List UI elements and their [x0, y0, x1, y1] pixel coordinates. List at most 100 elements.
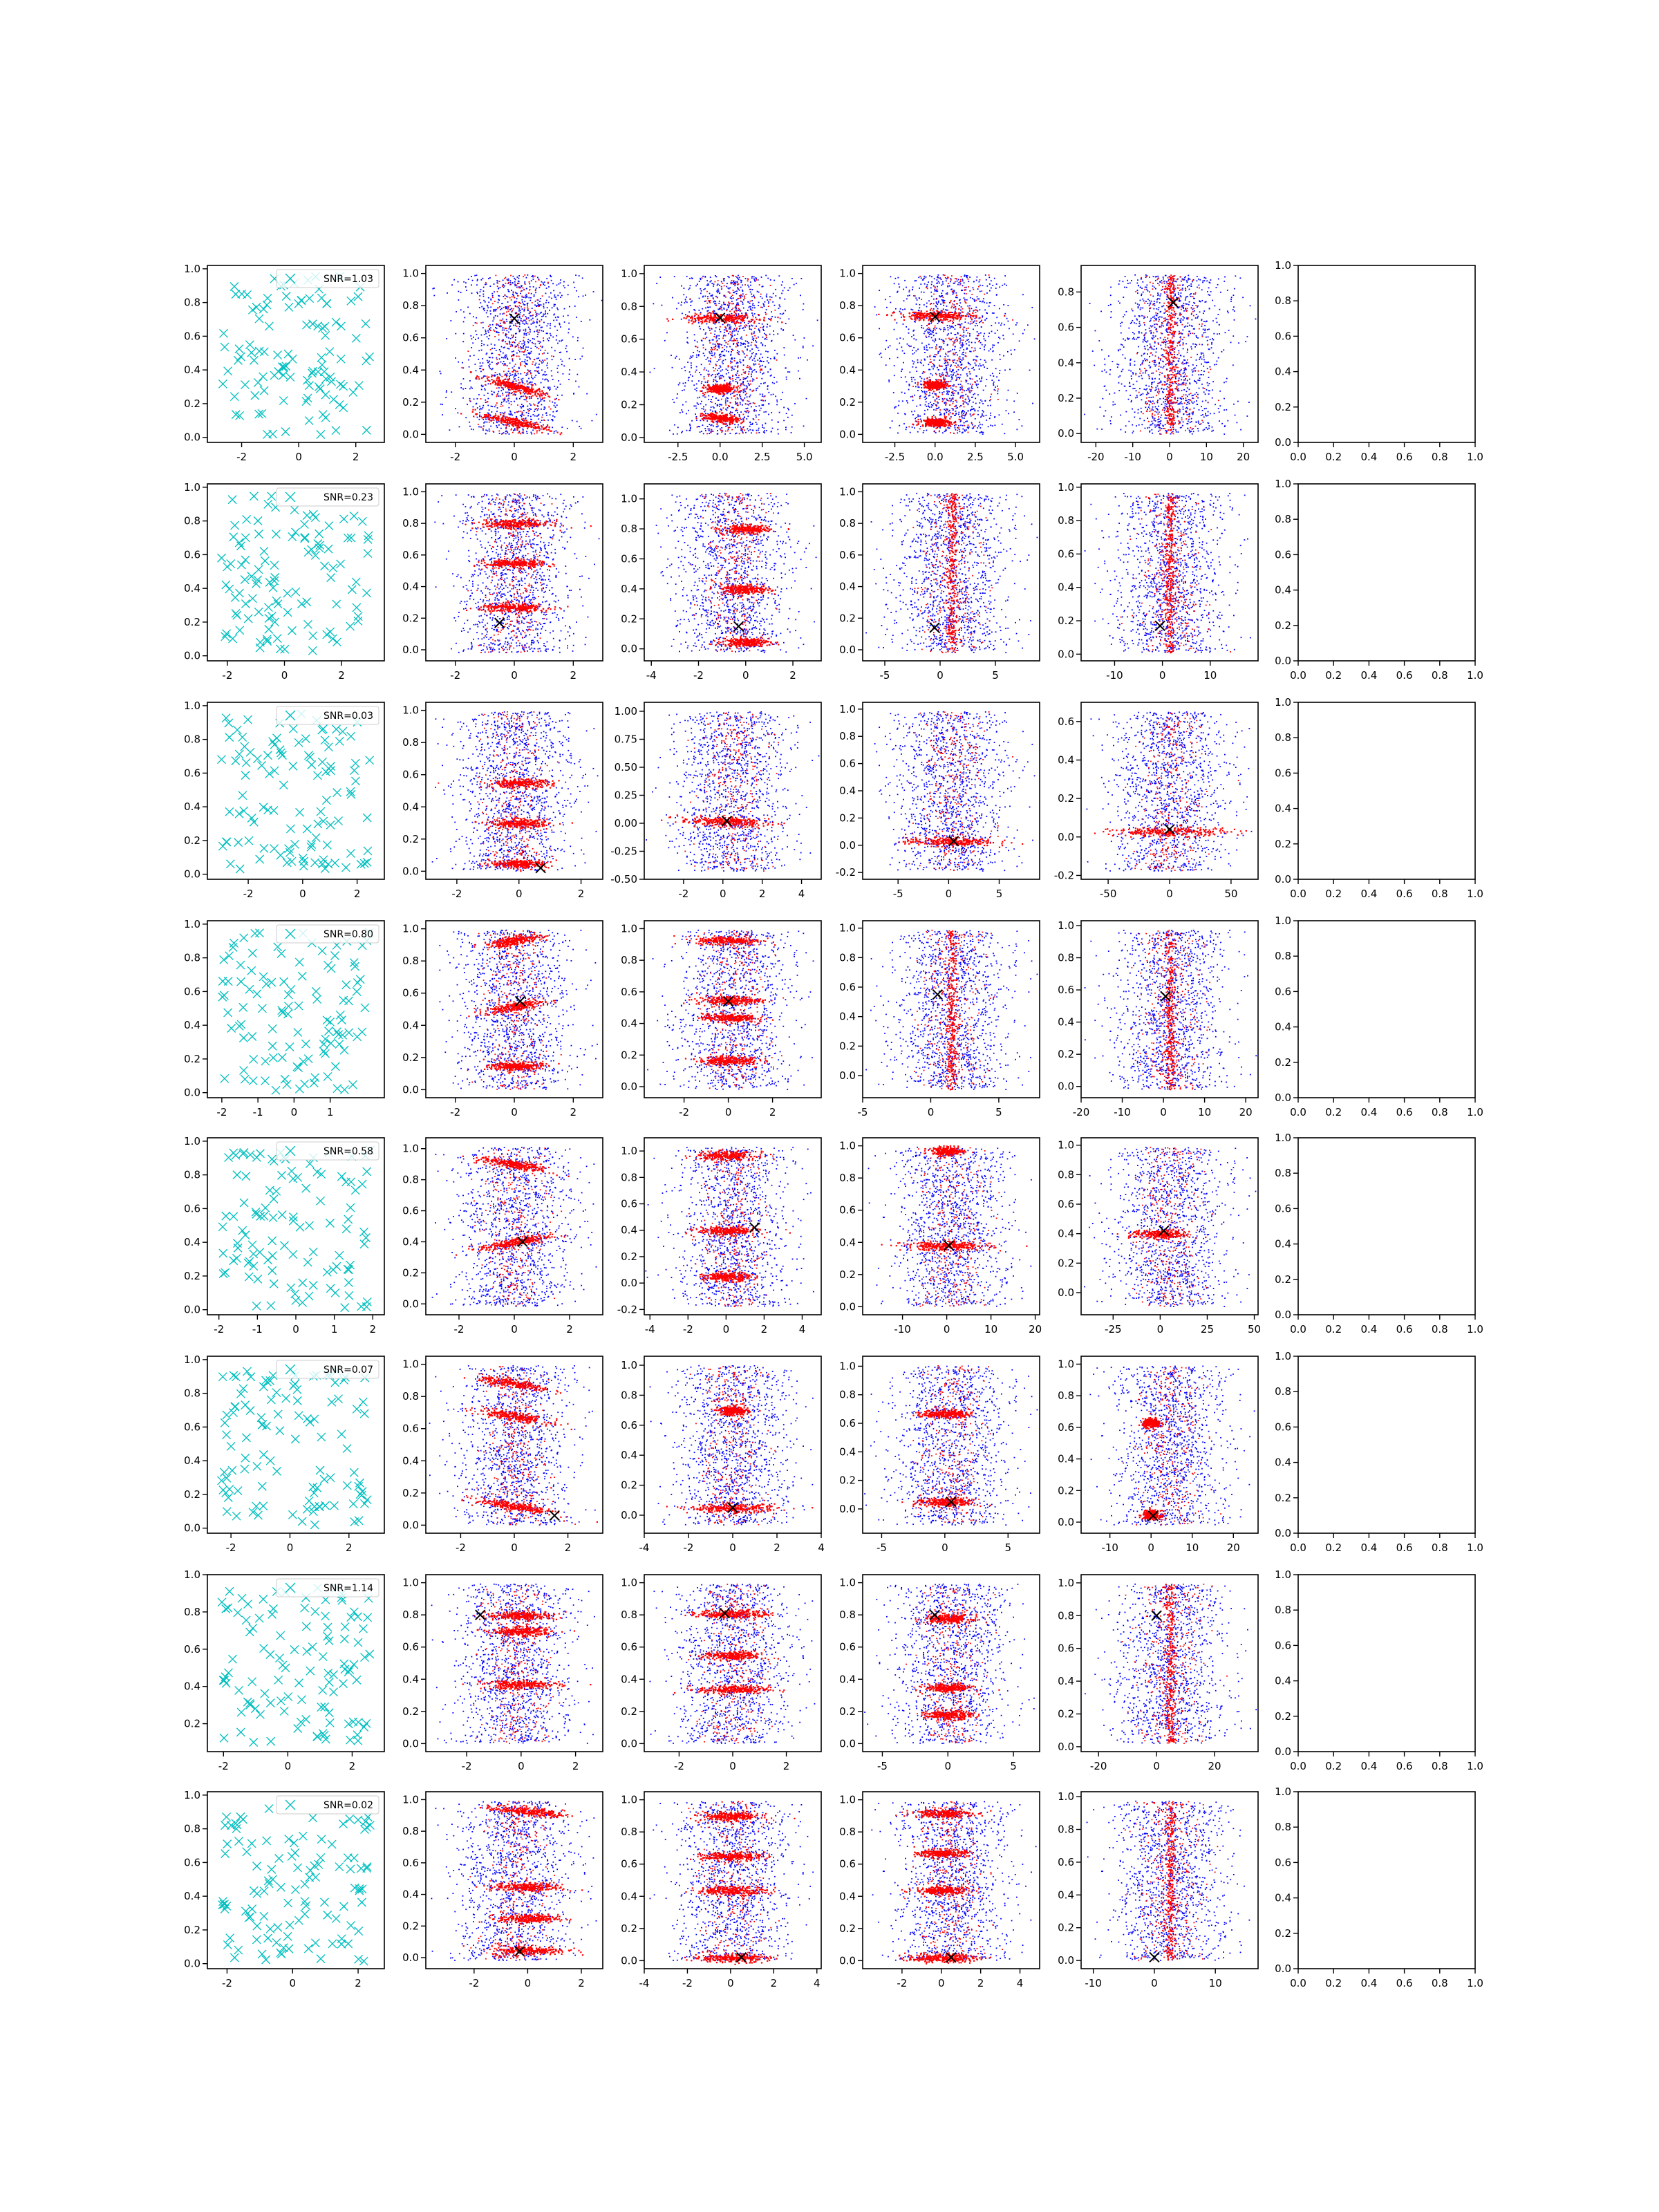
blue-point [476, 334, 478, 335]
blue-point [930, 323, 932, 324]
blue-point [685, 299, 686, 300]
blue-point [539, 301, 541, 302]
red-point [512, 358, 513, 359]
blue-point [479, 416, 480, 418]
blue-point [729, 382, 731, 383]
blue-point [458, 362, 459, 363]
blue-point [980, 400, 982, 401]
red-point [744, 284, 746, 285]
red-point [723, 392, 724, 393]
red-point [505, 422, 507, 423]
blue-point [532, 429, 534, 431]
blue-point [479, 412, 480, 413]
red-point [715, 368, 716, 370]
blue-point [507, 365, 508, 366]
red-point [535, 290, 536, 291]
blue-point [767, 371, 769, 373]
blue-point [523, 297, 525, 298]
blue-point [557, 309, 559, 310]
blue-point [539, 325, 541, 326]
blue-point [762, 298, 763, 299]
blue-point [582, 277, 583, 279]
blue-point [512, 374, 514, 375]
red-point [747, 355, 748, 356]
blue-point [550, 275, 551, 276]
blue-point [501, 402, 503, 403]
red-point [507, 395, 508, 396]
x-tick-label: 5.0 [796, 451, 813, 463]
blue-point [758, 337, 759, 338]
red-point [730, 362, 731, 364]
blue-point [767, 360, 768, 362]
blue-point [760, 400, 762, 401]
blue-point [948, 351, 949, 353]
blue-point [717, 285, 718, 286]
blue-point [686, 430, 688, 431]
blue-point [514, 379, 515, 380]
blue-point [498, 332, 500, 333]
blue-point [947, 335, 948, 336]
blue-point [523, 320, 525, 321]
blue-point [482, 386, 484, 387]
blue-point [765, 366, 766, 368]
blue-point [983, 411, 984, 413]
blue-point [527, 353, 529, 354]
blue-point [469, 422, 470, 423]
blue-point [528, 342, 529, 344]
blue-point [785, 368, 786, 369]
blue-point [959, 431, 961, 432]
y-tick-label: 0.2 [621, 398, 637, 411]
blue-point [479, 406, 480, 407]
blue-point [482, 322, 484, 324]
blue-point [675, 357, 676, 359]
blue-point [724, 304, 726, 306]
red-point [738, 283, 739, 285]
red-point [749, 403, 751, 404]
red-point [485, 416, 486, 418]
blue-point [527, 433, 528, 434]
blue-point [926, 347, 928, 348]
red-point [733, 311, 735, 312]
blue-point [546, 412, 547, 413]
red-point [758, 419, 760, 420]
blue-point [536, 326, 537, 328]
blue-point [963, 349, 964, 350]
blue-point [899, 311, 901, 312]
blue-point [462, 367, 464, 368]
sample-marker [279, 397, 288, 405]
blue-point [756, 416, 757, 418]
red-point [523, 415, 525, 416]
blue-point [746, 418, 747, 420]
sample-marker [288, 355, 297, 363]
blue-point [923, 365, 924, 366]
blue-point [756, 390, 757, 391]
blue-point [715, 397, 717, 399]
blue-point [559, 324, 561, 326]
blue-point [533, 286, 534, 288]
blue-point [481, 366, 482, 367]
blue-point [500, 404, 502, 405]
red-point [725, 384, 727, 386]
blue-point [681, 301, 682, 303]
blue-point [743, 359, 744, 361]
blue-point [751, 325, 752, 326]
blue-point [767, 299, 768, 301]
blue-point [554, 304, 555, 306]
blue-point [738, 377, 740, 378]
blue-point [708, 284, 709, 285]
red-point [516, 427, 518, 429]
blue-point [720, 375, 721, 377]
red-point [496, 420, 497, 421]
blue-point [510, 414, 512, 415]
red-point [753, 410, 755, 411]
blue-point [518, 308, 520, 310]
blue-point [752, 307, 753, 308]
blue-point [506, 330, 507, 331]
blue-point [511, 413, 512, 414]
red-point [731, 335, 732, 336]
blue-point [552, 427, 553, 428]
blue-point [514, 412, 516, 413]
blue-point [979, 406, 980, 408]
red-point [742, 384, 744, 385]
blue-point [709, 306, 711, 308]
